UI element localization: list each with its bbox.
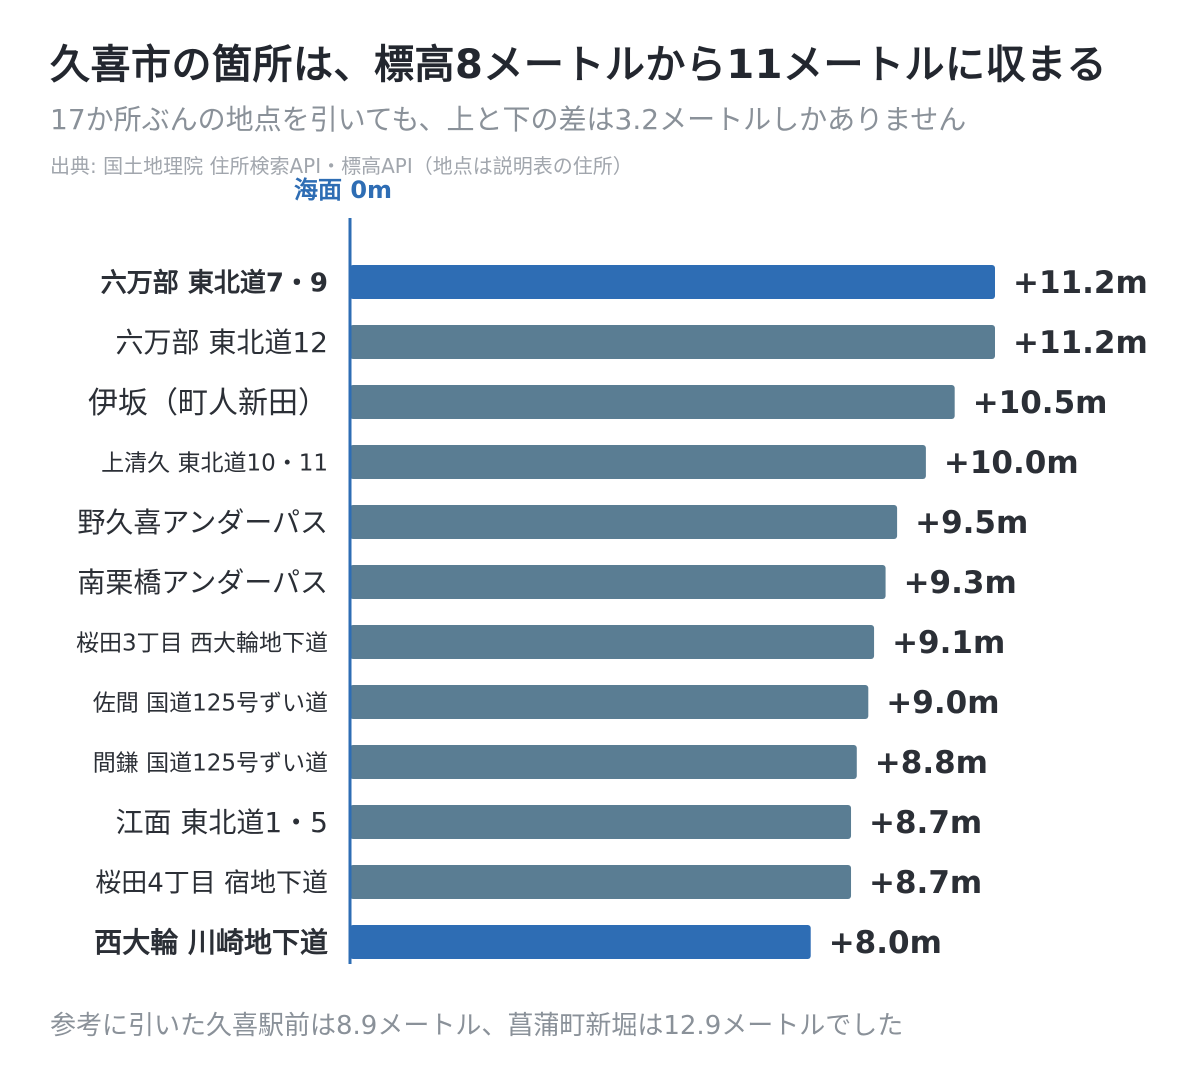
category-label: 上清久 東北道10・11 [101,450,328,476]
value-label: +9.1m [892,625,1005,661]
category-label: 桜田3丁目 西大輪地下道 [76,630,328,656]
chart-source: 出典: 国土地理院 住所検索API・標高API（地点は説明表の住所） [50,154,633,178]
value-label: +9.5m [915,505,1028,541]
value-label: +8.7m [869,865,982,901]
bar [350,805,852,839]
value-label: +8.0m [829,925,942,961]
bar [350,385,955,419]
category-label: 佐間 国道125号ずい道 [93,690,328,716]
bar [350,505,898,539]
chart-subtitle: 17か所ぶんの地点を引いても、上と下の差は3.2メートルしかありません [50,103,967,136]
category-label: 六万部 東北道12 [115,326,328,359]
bar [350,265,995,299]
chart-footnote: 参考に引いた久喜駅前は8.9メートル、菖蒲町新堀は12.9メートルでした [50,1011,904,1041]
value-label: +11.2m [1013,265,1148,301]
zero-axis-label: 海面 0m [294,176,392,204]
bar [350,685,869,719]
category-label: 六万部 東北道7・9 [101,267,328,298]
value-label: +8.8m [875,745,988,781]
category-label: 江面 東北道1・5 [115,806,328,839]
category-label: 間鎌 国道125号ずい道 [93,750,328,776]
value-label: +11.2m [1013,325,1148,361]
bar [350,325,995,359]
category-label: 西大輪 川崎地下道 [94,926,328,959]
bar [350,865,852,899]
category-label: 南栗橋アンダーパス [77,566,328,599]
category-label: 野久喜アンダーパス [77,506,328,539]
category-label: 伊坂（町人新田） [88,386,328,421]
bar [350,445,926,479]
bar [350,925,811,959]
category-label: 桜田4丁目 宿地下道 [95,868,328,898]
bar [350,625,875,659]
chart-title: 久喜市の箇所は、標高8メートルから11メートルに収まる [50,42,1107,88]
bar [350,745,857,779]
bar [350,565,886,599]
value-label: +9.0m [886,685,999,721]
value-label: +10.5m [973,385,1108,421]
value-label: +10.0m [944,445,1079,481]
value-label: +8.7m [869,805,982,841]
value-label: +9.3m [904,565,1017,601]
